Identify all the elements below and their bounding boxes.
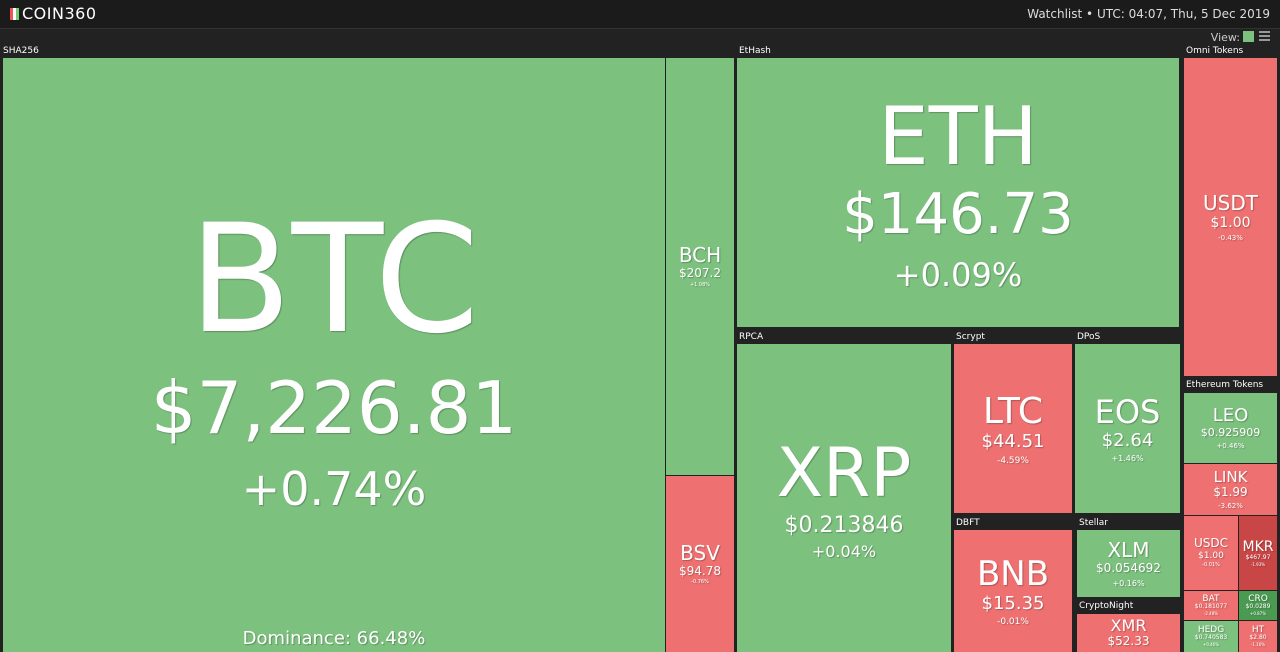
coin-tile[interactable]: XRP $0.213846 +0.04% <box>737 344 951 652</box>
coin-price: $1.00 <box>1198 551 1224 562</box>
coin-tile[interactable]: LINK $1.99 -3.62% <box>1184 464 1277 515</box>
coin-change: +0.46% <box>1202 642 1220 648</box>
coin-tile[interactable]: EOS $2.64 +1.46% <box>1075 344 1180 513</box>
coin-symbol: XMR <box>1110 615 1147 635</box>
coin-symbol: MKR <box>1242 538 1274 555</box>
coin-price: $94.78 <box>679 563 721 578</box>
coin-tile[interactable]: XLM $0.054692 +0.16% <box>1077 530 1180 597</box>
coin-tile[interactable]: BTC $7,226.81 +0.74% Dominance: 66.48% <box>3 58 665 652</box>
coin-change: -0.01% <box>1202 561 1220 568</box>
group-label: CryptoNight <box>1079 601 1134 611</box>
coin-price: $1.00 <box>1210 215 1251 232</box>
coin-change: -1.16% <box>1250 642 1266 648</box>
coin-tile[interactable]: BAT $0.181077 -2.48% <box>1184 591 1238 620</box>
dominance: Dominance: 66.48% <box>242 628 426 650</box>
coin-symbol: CRO <box>1248 593 1268 604</box>
list-view-icon[interactable] <box>1259 31 1270 42</box>
coin-symbol: EOS <box>1094 392 1161 431</box>
coin-symbol: XRP <box>776 433 912 513</box>
coin-change: +0.04% <box>811 541 877 561</box>
coin-tile[interactable]: BCH $207.2 +1.08% <box>666 58 734 475</box>
coin-change: +1.08% <box>689 281 711 288</box>
header: COIN360 Watchlist • UTC: 04:07, Thu, 5 D… <box>0 0 1280 29</box>
group-label: SHA256 <box>3 46 39 56</box>
coin-change: +0.16% <box>1112 578 1145 588</box>
coin-price: $467.97 <box>1245 553 1271 561</box>
coin-price: $2.80 <box>1249 634 1267 642</box>
coin-tile[interactable]: HEDG $0.740583 +0.46% <box>1184 621 1238 652</box>
coin-price: $1.99 <box>1213 485 1248 500</box>
utc-time: UTC: 04:07, Thu, 5 Dec 2019 <box>1096 7 1270 21</box>
coin-price: $0.925909 <box>1200 425 1261 439</box>
coin-symbol: BTC <box>188 193 480 367</box>
coin-symbol: USDT <box>1203 191 1258 216</box>
watchlist-link[interactable]: Watchlist <box>1027 7 1083 21</box>
coin-symbol: BSV <box>680 540 720 565</box>
coin-tile[interactable]: LEO $0.925909 +0.46% <box>1184 393 1277 463</box>
coin-change: -0.76% <box>691 579 709 586</box>
coin-change: +0.46% <box>1216 441 1245 450</box>
header-right: Watchlist • UTC: 04:07, Thu, 5 Dec 2019 <box>1027 7 1270 21</box>
coin-tile[interactable]: BNB $15.35 -0.01% <box>954 530 1072 652</box>
coin-symbol: HT <box>1251 624 1265 635</box>
coin-change: -0.01% <box>997 617 1029 628</box>
coin-price: $0.0289 <box>1245 603 1271 611</box>
group-label: Scrypt <box>956 332 985 342</box>
coin-symbol: BCH <box>678 243 722 268</box>
coin-price: $52.33 <box>1107 634 1150 649</box>
coin-change: -4.59% <box>997 455 1029 466</box>
coin-symbol: BNB <box>976 553 1050 594</box>
coin-price: $2.64 <box>1101 429 1154 451</box>
coin-price: $7,226.81 <box>150 365 518 450</box>
group-label: Stellar <box>1079 518 1108 528</box>
coin-change: -0.43% <box>1218 233 1243 242</box>
coin-change: +0.87% <box>1249 611 1267 617</box>
coin-price: $15.35 <box>981 592 1045 614</box>
coin-price: $44.51 <box>981 431 1045 453</box>
coin-change: -1.93% <box>1250 561 1266 567</box>
coin-symbol: USDC <box>1193 536 1229 551</box>
coin-change: -2.48% <box>1203 611 1219 617</box>
coin-symbol: LTC <box>982 390 1044 432</box>
coin-symbol: LEO <box>1212 405 1249 427</box>
coin-change: +0.74% <box>241 462 427 517</box>
coin-change: -3.62% <box>1218 502 1243 511</box>
coin-price: $0.054692 <box>1096 561 1161 576</box>
group-label: Ethereum Tokens <box>1186 380 1264 390</box>
treemap-view-icon[interactable] <box>1243 31 1254 42</box>
group-label: DBFT <box>956 518 980 528</box>
coin-tile[interactable]: BSV $94.78 -0.76% <box>666 476 734 652</box>
coin-tile[interactable]: LTC $44.51 -4.59% <box>954 344 1072 513</box>
coin-tile[interactable]: MKR $467.97 -1.93% <box>1239 516 1277 590</box>
group-label: DPoS <box>1077 332 1101 342</box>
coin-tile[interactable]: CRO $0.0289 +0.87% <box>1239 591 1277 620</box>
coin-tile[interactable]: XMR $52.33 <box>1077 614 1180 652</box>
coin-tile[interactable]: HT $2.80 -1.16% <box>1239 621 1277 652</box>
coin-tile[interactable]: USDT $1.00 -0.43% <box>1184 58 1277 376</box>
coin-symbol: HEDG <box>1197 624 1225 635</box>
coin-price: $0.213846 <box>784 512 904 538</box>
coin-symbol: XLM <box>1107 538 1150 563</box>
coin-tile[interactable]: USDC $1.00 -0.01% <box>1184 516 1238 590</box>
group-label: EtHash <box>739 46 771 56</box>
coin-price: $146.73 <box>842 182 1074 248</box>
group-label: RPCA <box>739 332 764 342</box>
coin-symbol: LINK <box>1213 467 1248 486</box>
coin-change: +1.46% <box>1111 453 1144 463</box>
coin-change: +0.09% <box>893 256 1023 295</box>
coin-price: $0.740583 <box>1194 634 1228 642</box>
coin-price: $207.2 <box>679 266 721 281</box>
coin-symbol: ETH <box>878 90 1038 184</box>
coin-symbol: BAT <box>1202 593 1220 604</box>
logo[interactable]: COIN360 <box>22 4 97 23</box>
coin-price: $0.181077 <box>1194 603 1228 611</box>
coin-tile[interactable]: ETH $146.73 +0.09% <box>737 58 1179 327</box>
view-label: View: <box>1210 31 1240 44</box>
group-label: Omni Tokens <box>1186 46 1244 56</box>
logo-icon <box>10 8 19 20</box>
